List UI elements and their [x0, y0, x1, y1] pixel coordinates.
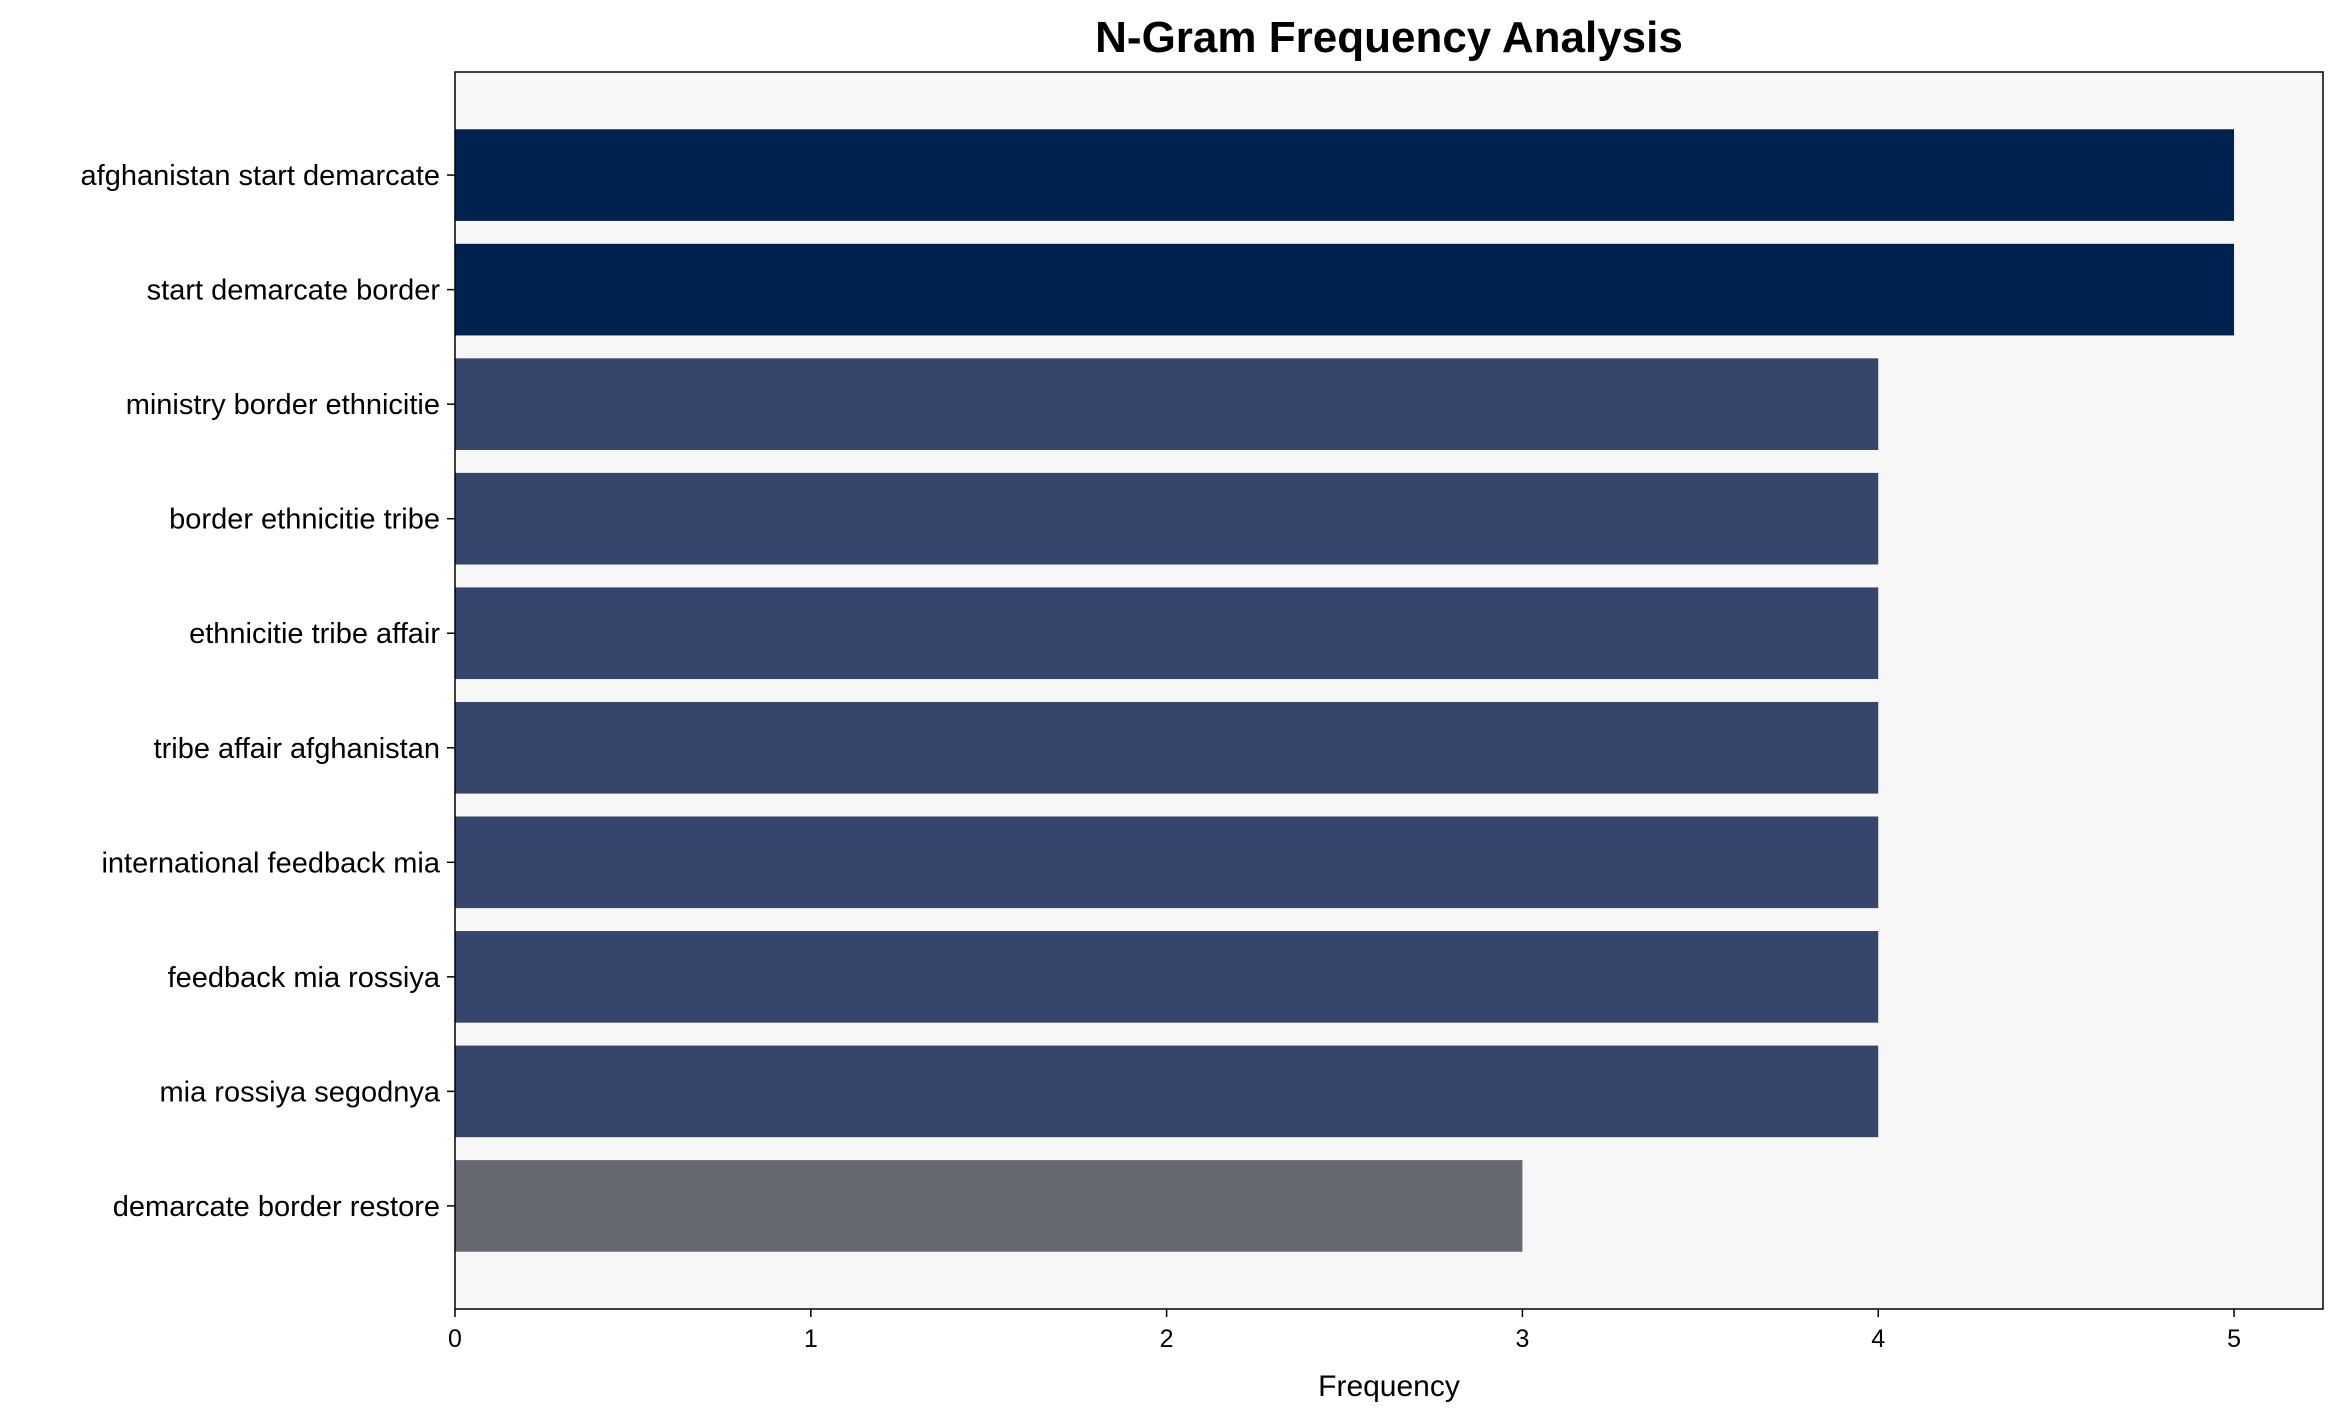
bar: [455, 129, 2235, 221]
y-tick-label: start demarcate border: [147, 275, 441, 307]
x-tick-label: 4: [1871, 1325, 1885, 1353]
y-tick-label: mia rossiya segodnya: [160, 1076, 441, 1108]
bar: [455, 931, 1879, 1023]
bar: [455, 587, 1879, 680]
bar: [455, 358, 1879, 450]
x-axis-label: Frequency: [1318, 1370, 1460, 1403]
x-tick-label: 5: [2227, 1325, 2241, 1353]
y-tick-label: ministry border ethnicitie: [126, 389, 440, 421]
x-tick-label: 2: [1160, 1325, 1174, 1353]
y-tick-label: demarcate border restore: [113, 1191, 440, 1223]
bar: [455, 472, 1879, 565]
bar: [455, 243, 2235, 336]
bar: [455, 1160, 1523, 1252]
x-tick-label: 3: [1515, 1325, 1529, 1353]
bar: [455, 816, 1879, 909]
bar: [455, 1045, 1879, 1138]
chart-title: N-Gram Frequency Analysis: [1095, 13, 1683, 62]
x-tick-label: 0: [448, 1325, 462, 1353]
x-tick-label: 1: [804, 1325, 818, 1353]
plot-frame: [454, 71, 2324, 1310]
y-tick-label: international feedback mia: [101, 847, 440, 879]
y-tick-label: tribe affair afghanistan: [154, 733, 440, 765]
y-tick-label: ethnicitie tribe affair: [189, 618, 440, 650]
bar: [455, 701, 1879, 794]
y-tick-label: feedback mia rossiya: [168, 962, 441, 994]
y-tick-label: border ethnicitie tribe: [169, 504, 440, 536]
y-tick-label: afghanistan start demarcate: [81, 160, 440, 192]
